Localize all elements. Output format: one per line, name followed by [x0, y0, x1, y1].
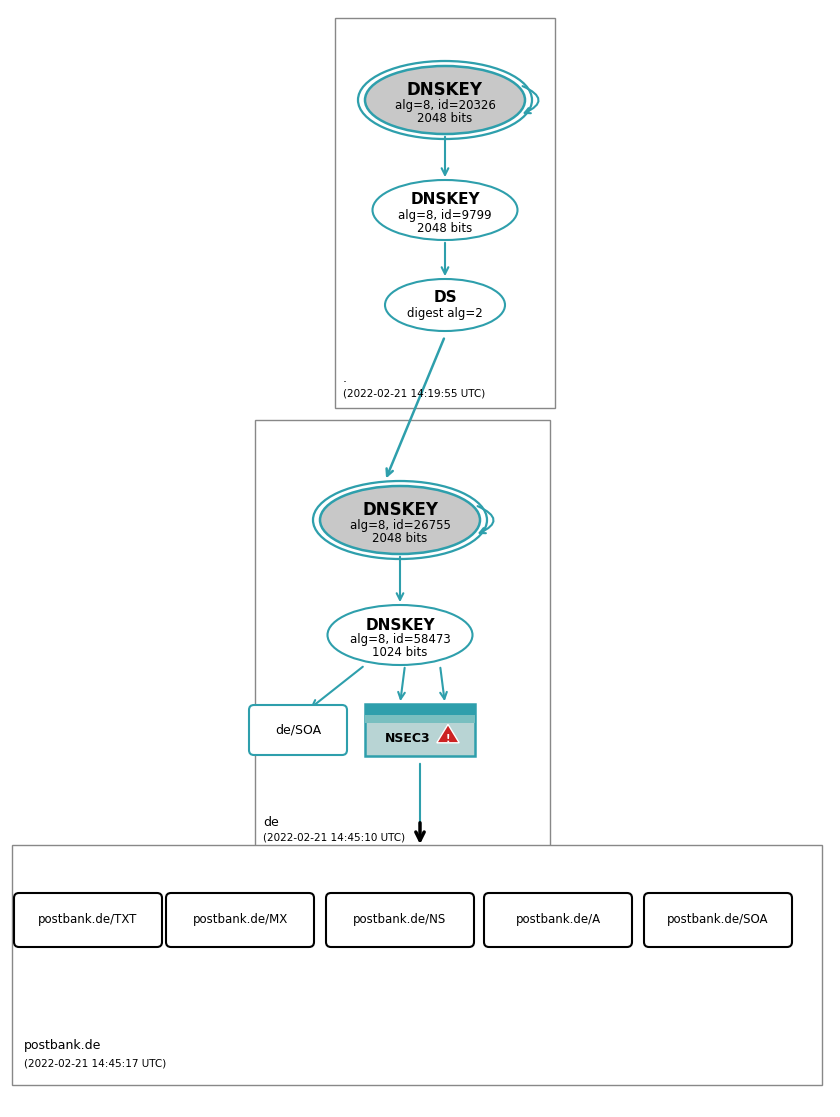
Ellipse shape	[365, 66, 525, 134]
Text: NSEC3: NSEC3	[386, 732, 431, 745]
FancyBboxPatch shape	[484, 892, 632, 947]
Text: alg=8, id=58473: alg=8, id=58473	[349, 633, 450, 647]
Text: DNSKEY: DNSKEY	[410, 192, 480, 208]
Text: postbank.de/MX: postbank.de/MX	[192, 914, 287, 926]
Bar	[255, 420, 550, 860]
Text: (2022-02-21 14:45:10 UTC): (2022-02-21 14:45:10 UTC)	[263, 833, 405, 843]
Text: alg=8, id=9799: alg=8, id=9799	[398, 209, 491, 221]
Ellipse shape	[372, 180, 517, 240]
Ellipse shape	[328, 605, 472, 665]
Bar	[365, 704, 475, 715]
Text: alg=8, id=20326: alg=8, id=20326	[395, 98, 496, 112]
Text: 2048 bits: 2048 bits	[417, 112, 473, 124]
Text: !: !	[446, 734, 450, 744]
Text: alg=8, id=26755: alg=8, id=26755	[349, 518, 450, 532]
Text: 1024 bits: 1024 bits	[372, 647, 428, 659]
Bar	[365, 715, 475, 723]
Ellipse shape	[385, 279, 505, 331]
Text: postbank.de/NS: postbank.de/NS	[354, 914, 447, 926]
Text: postbank.de/A: postbank.de/A	[516, 914, 601, 926]
Ellipse shape	[320, 486, 480, 554]
Bar	[365, 704, 475, 756]
Text: digest alg=2: digest alg=2	[407, 306, 483, 319]
Text: DNSKEY: DNSKEY	[362, 502, 438, 519]
FancyBboxPatch shape	[326, 892, 474, 947]
Text: postbank.de/SOA: postbank.de/SOA	[667, 914, 769, 926]
Text: 2048 bits: 2048 bits	[372, 532, 428, 544]
Text: DNSKEY: DNSKEY	[407, 82, 483, 99]
Text: postbank.de/TXT: postbank.de/TXT	[39, 914, 138, 926]
Polygon shape	[437, 725, 459, 743]
Text: de: de	[263, 815, 279, 829]
Bar	[12, 844, 822, 1085]
Text: DNSKEY: DNSKEY	[365, 618, 435, 632]
Text: 2048 bits: 2048 bits	[417, 221, 473, 235]
FancyBboxPatch shape	[166, 892, 314, 947]
Text: de/SOA: de/SOA	[275, 724, 321, 736]
Bar	[335, 18, 555, 408]
FancyBboxPatch shape	[14, 892, 162, 947]
FancyBboxPatch shape	[249, 705, 347, 755]
FancyBboxPatch shape	[644, 892, 792, 947]
Text: (2022-02-21 14:45:17 UTC): (2022-02-21 14:45:17 UTC)	[24, 1058, 166, 1068]
Text: .: .	[343, 372, 347, 384]
Text: DS: DS	[433, 290, 457, 306]
Text: (2022-02-21 14:19:55 UTC): (2022-02-21 14:19:55 UTC)	[343, 388, 486, 398]
Text: postbank.de: postbank.de	[24, 1039, 102, 1051]
